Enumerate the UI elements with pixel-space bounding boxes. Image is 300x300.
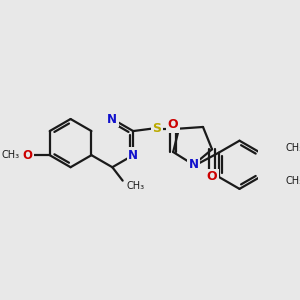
Text: S: S: [152, 122, 161, 135]
Text: N: N: [107, 112, 117, 125]
Text: CH₃: CH₃: [286, 176, 300, 186]
Text: O: O: [207, 170, 217, 183]
Text: O: O: [22, 149, 32, 162]
Text: CH₃: CH₃: [286, 143, 300, 153]
Text: N: N: [189, 158, 199, 171]
Text: N: N: [128, 149, 138, 162]
Text: O: O: [168, 118, 178, 131]
Text: CH₃: CH₃: [126, 181, 144, 191]
Text: CH₃: CH₃: [1, 150, 19, 160]
